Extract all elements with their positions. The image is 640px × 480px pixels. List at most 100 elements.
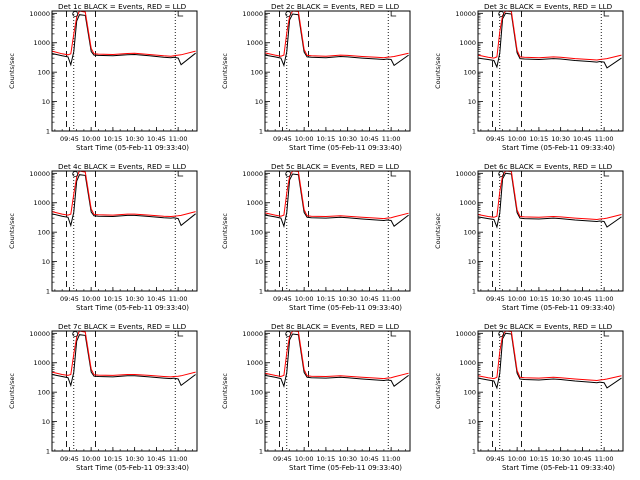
y-tick-label: 1000 <box>459 359 476 367</box>
x-tick-label: 10:45 <box>573 135 592 143</box>
x-tick-label: 10:00 <box>508 295 527 303</box>
panel-title: Det 1c BLACK = Events, RED = LLD <box>58 2 187 11</box>
series-line-events <box>51 334 196 388</box>
x-tick-label: 11:00 <box>595 135 614 143</box>
panel-det-1: Det 1c BLACK = Events, RED = LLD Counts/s… <box>8 2 198 152</box>
x-tick-label: 09:45 <box>273 295 292 303</box>
x-tick-label: 10:15 <box>530 455 549 463</box>
x-tick-label: 11:00 <box>169 455 188 463</box>
y-tick-label: 10 <box>42 418 50 426</box>
x-tick-label: 10:15 <box>530 135 549 143</box>
x-tick-label: 10:00 <box>508 135 527 143</box>
y-axis-label: Counts/sec <box>221 373 229 409</box>
plot-frame <box>51 170 198 292</box>
series-line-events <box>264 173 409 228</box>
plot-frame <box>477 10 624 132</box>
y-tick-label: 100 <box>464 229 476 237</box>
panel-title: Det 3c BLACK = Events, RED = LLD <box>484 2 613 11</box>
panel-det-7: Det 7c BLACK = Events, RED = LLD Counts/s… <box>8 322 198 472</box>
x-tick-label: 10:15 <box>104 455 123 463</box>
x-tick-label: 10:15 <box>104 295 123 303</box>
x-tick-label: 10:30 <box>551 135 570 143</box>
y-tick-label: 1 <box>259 288 263 296</box>
x-tick-label: 10:00 <box>82 295 101 303</box>
panel-det-9: Det 9c BLACK = Events, RED = LLD Counts/s… <box>434 322 624 472</box>
x-tick-label: 10:15 <box>317 455 336 463</box>
series-line-events <box>477 172 622 229</box>
y-tick-label: 10 <box>255 258 263 266</box>
y-axis-label: Counts/sec <box>221 213 229 249</box>
y-tick-label: 10000 <box>29 170 50 178</box>
y-tick-label: 10000 <box>242 330 263 338</box>
y-axis-label: Counts/sec <box>8 53 16 89</box>
series-line-lld <box>477 10 622 61</box>
y-tick-label: 100 <box>38 69 50 77</box>
bracket-marker <box>177 331 184 337</box>
x-axis-label: Start Time (05-Feb-11 09:33:40) <box>289 464 402 472</box>
x-tick-label: 09:45 <box>60 455 79 463</box>
x-tick-label: 10:00 <box>82 455 101 463</box>
x-tick-label: 09:45 <box>486 455 505 463</box>
series-line-lld <box>477 330 622 382</box>
x-tick-label: 10:30 <box>125 135 144 143</box>
y-tick-label: 1 <box>259 128 263 136</box>
x-axis-label: Start Time (05-Feb-11 09:33:40) <box>289 144 402 152</box>
panel-det-6: Det 6c BLACK = Events, RED = LLD Counts/s… <box>434 162 624 312</box>
y-tick-label: 1 <box>472 288 476 296</box>
x-tick-label: 10:15 <box>104 135 123 143</box>
x-tick-label: 10:00 <box>508 455 527 463</box>
x-axis-label: Start Time (05-Feb-11 09:33:40) <box>289 304 402 312</box>
y-tick-label: 1000 <box>459 199 476 207</box>
bracket-marker <box>390 11 397 17</box>
y-tick-label: 10 <box>468 418 476 426</box>
y-tick-label: 1000 <box>246 359 263 367</box>
y-tick-label: 100 <box>38 229 50 237</box>
panel-det-5: Det 5c BLACK = Events, RED = LLD Counts/s… <box>221 162 411 312</box>
plot-frame <box>264 170 411 292</box>
panel-title: Det 7c BLACK = Events, RED = LLD <box>58 322 187 331</box>
x-tick-label: 09:45 <box>60 295 79 303</box>
y-tick-label: 100 <box>464 69 476 77</box>
y-axis-label: Counts/sec <box>221 53 229 89</box>
series-line-lld <box>477 170 622 221</box>
y-tick-label: 10000 <box>242 10 263 18</box>
y-tick-label: 10000 <box>455 330 476 338</box>
y-axis-label: Counts/sec <box>8 373 16 409</box>
bracket-marker <box>390 331 397 337</box>
x-tick-label: 10:15 <box>530 295 549 303</box>
plot-frame <box>51 330 198 452</box>
y-tick-label: 10 <box>468 98 476 106</box>
y-tick-label: 10000 <box>242 170 263 178</box>
y-tick-label: 10 <box>42 258 50 266</box>
plot-frame <box>477 170 624 292</box>
x-tick-label: 10:45 <box>147 455 166 463</box>
y-tick-label: 1000 <box>33 39 50 47</box>
plot-frame <box>264 330 411 452</box>
x-tick-label: 11:00 <box>382 295 401 303</box>
y-axis-label: Counts/sec <box>434 53 442 89</box>
series-line-lld <box>51 330 196 378</box>
x-tick-label: 11:00 <box>382 455 401 463</box>
y-tick-label: 10 <box>42 98 50 106</box>
panel-title: Det 9c BLACK = Events, RED = LLD <box>484 322 613 331</box>
panel-title: Det 6c BLACK = Events, RED = LLD <box>484 162 613 171</box>
x-tick-label: 11:00 <box>382 135 401 143</box>
panel-title: Det 4c BLACK = Events, RED = LLD <box>58 162 187 171</box>
x-axis-label: Start Time (05-Feb-11 09:33:40) <box>502 464 615 472</box>
x-tick-label: 10:15 <box>317 295 336 303</box>
y-axis-label: Counts/sec <box>434 213 442 249</box>
bracket-marker <box>603 171 610 177</box>
series-line-events <box>477 12 622 69</box>
plot-frame <box>477 330 624 452</box>
x-tick-label: 09:45 <box>486 135 505 143</box>
x-axis-label: Start Time (05-Feb-11 09:33:40) <box>502 304 615 312</box>
x-tick-label: 10:45 <box>147 135 166 143</box>
x-tick-label: 10:15 <box>317 135 336 143</box>
y-axis-label: Counts/sec <box>434 373 442 409</box>
y-tick-label: 10000 <box>29 330 50 338</box>
bracket-marker <box>390 171 397 177</box>
y-tick-label: 10 <box>255 98 263 106</box>
y-tick-label: 1 <box>472 448 476 456</box>
bracket-marker <box>603 331 610 337</box>
x-tick-label: 10:00 <box>295 135 314 143</box>
